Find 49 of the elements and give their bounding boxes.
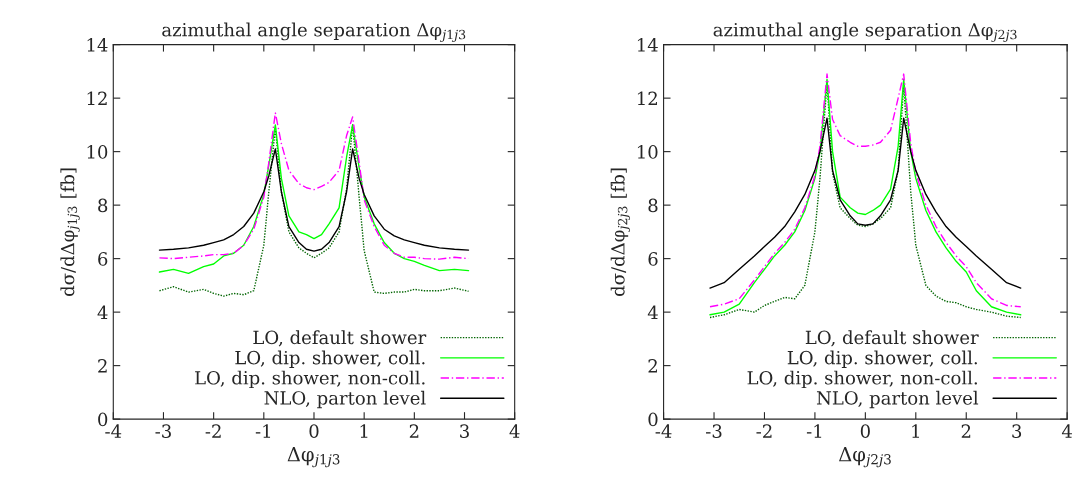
y-tick-label: 10 <box>637 145 658 159</box>
x-tick-label: 1 <box>360 424 368 438</box>
y-axis-title: dσ/dΔφ$_{j1j3}$ [fb] <box>60 168 80 296</box>
x-axis-title: Δφ$_{j1j3}$ <box>287 447 340 468</box>
y-tick-label: 8 <box>98 198 108 213</box>
legend-label: NLO, parton level <box>264 390 426 409</box>
y-tick-label: 2 <box>98 359 107 373</box>
y-axis-title: dσ/dΔφ$_{j2j3}$ [fb] <box>610 168 631 296</box>
y-tick-label: 10 <box>87 145 108 159</box>
y-tick-label: 0 <box>648 412 658 427</box>
x-tick-label: 0 <box>860 424 870 438</box>
y-tick-label: 8 <box>648 198 658 213</box>
y-tick-label: 6 <box>648 252 658 266</box>
x-tick-label: -1 <box>255 424 271 438</box>
x-tick-label: -1 <box>806 424 822 438</box>
legend-label: LO, dip. shower, coll. <box>787 350 977 368</box>
legend-label: NLO, parton level <box>816 390 979 409</box>
legend-label: LO, dip. shower, non-coll. <box>195 370 425 389</box>
y-tick-label: 4 <box>647 305 658 319</box>
x-tick-label: -3 <box>155 424 171 438</box>
legend-label: LO, default shower <box>253 330 427 347</box>
y-tick-label: 12 <box>87 91 107 105</box>
x-tick-label: 3 <box>1012 424 1022 438</box>
x-tick-label: -4 <box>655 424 672 438</box>
line-series <box>709 117 1022 289</box>
legend-label: LO, default shower <box>805 330 979 347</box>
chart-title: azimuthal angle separation Δφ$_{j2j3}$ <box>713 22 1017 42</box>
line-series <box>158 112 470 260</box>
y-tick-label: 2 <box>648 359 657 373</box>
y-tick-label: 14 <box>637 38 658 52</box>
y-tick-label: 6 <box>98 252 108 266</box>
x-axis-title: Δφ$_{j2j3}$ <box>838 447 891 468</box>
y-tick-label: 4 <box>97 305 108 319</box>
y-tick-label: 12 <box>637 91 657 105</box>
x-tick-label: -2 <box>756 424 772 438</box>
x-tick-label: 2 <box>409 424 419 438</box>
x-tick-label: 0 <box>309 424 319 438</box>
chart-title: azimuthal angle separation Δφ$_{j1j3}$ <box>162 22 466 42</box>
legend-label: LO, dip. shower, coll. <box>235 350 425 368</box>
x-tick-label: -3 <box>706 424 722 438</box>
x-tick-label: 3 <box>460 424 469 438</box>
x-tick-label: 4 <box>509 424 520 438</box>
x-tick-label: -2 <box>205 424 221 438</box>
x-tick-label: 2 <box>961 424 971 438</box>
line-series <box>158 148 470 252</box>
y-tick-label: 14 <box>87 38 108 52</box>
x-tick-label: 4 <box>1061 424 1072 438</box>
legend-label: LO, dip. shower, non-coll. <box>747 370 977 389</box>
x-tick-label: 1 <box>912 424 919 438</box>
